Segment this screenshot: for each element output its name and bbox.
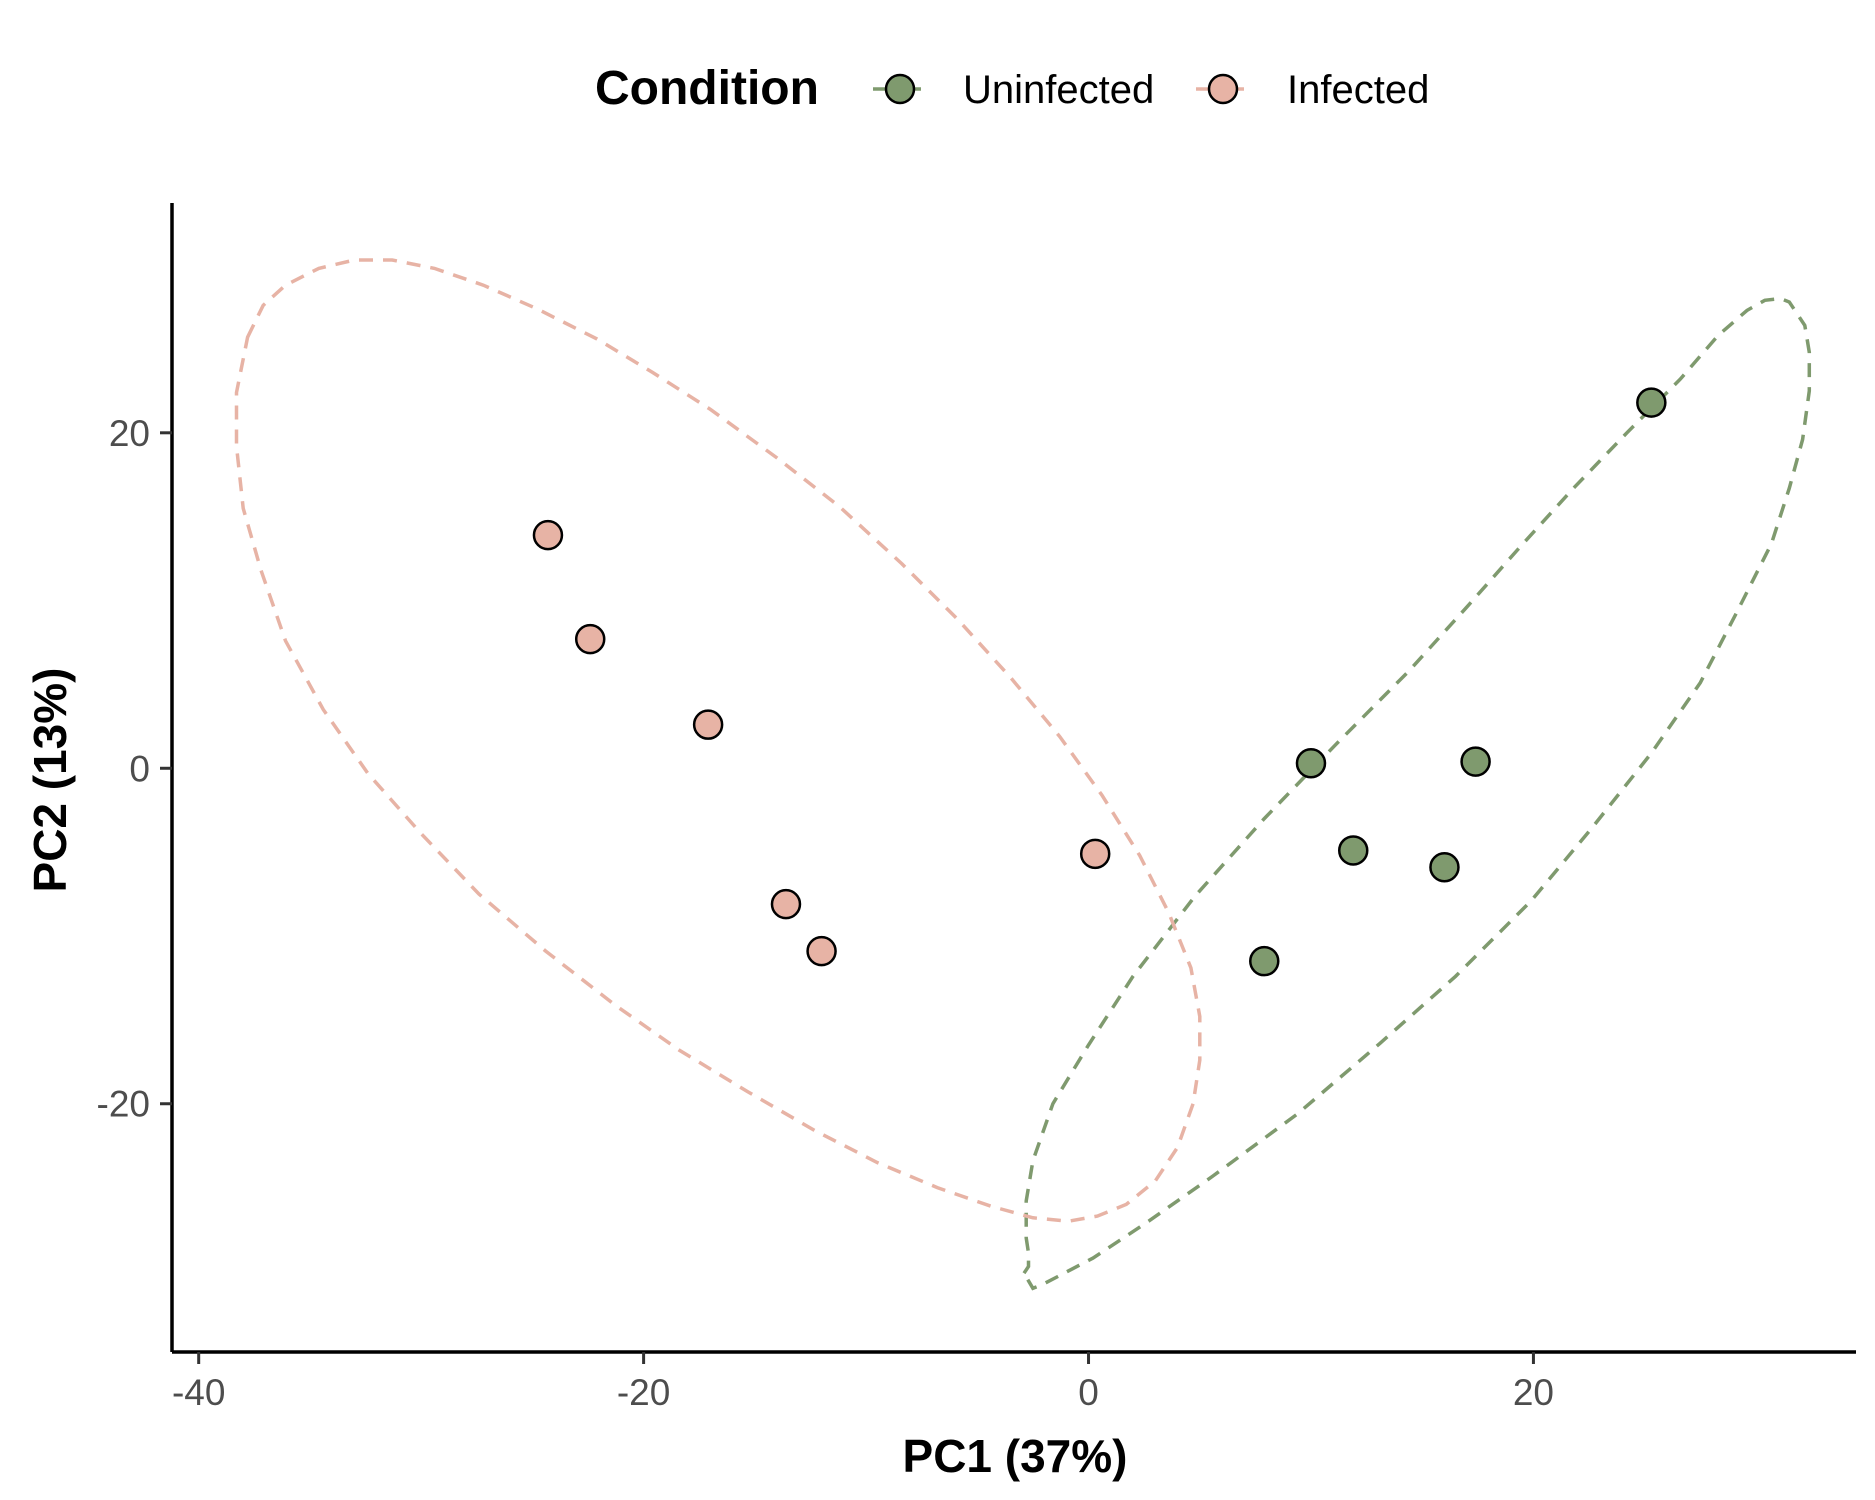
y-tick-label: 0 [129,748,150,789]
point-uninfected-3 [1460,746,1491,777]
x-tick-label: -40 [172,1372,225,1413]
x-axis-title: PC1 (37%) [903,1430,1128,1482]
axis-ticks: -40 -20 0 20 -20 0 20 [97,413,1554,1413]
x-tick-label: 0 [1078,1372,1099,1413]
legend-title: Condition [595,62,819,115]
point-uninfected-2 [1295,747,1327,779]
legend-key-point-infected [1207,73,1239,105]
y-tick-label: -20 [97,1084,150,1125]
point-infected-3 [692,709,724,740]
point-infected-5 [806,935,837,967]
point-uninfected-5 [1429,851,1460,883]
point-infected-6 [1079,838,1111,870]
legend-label-uninfected: Uninfected [963,68,1154,112]
x-tick-label: -20 [617,1372,670,1413]
axes [170,203,1856,1354]
point-infected-2 [574,623,606,655]
x-tick-label: 20 [1513,1372,1554,1413]
ellipse-infected [234,258,1202,1223]
legend: Condition Uninfected Infected [595,62,1429,115]
data-points [532,387,1667,977]
confidence-ellipses [234,258,1812,1291]
point-uninfected-1 [1636,387,1667,418]
ellipse-uninfected [1021,296,1812,1291]
y-tick-label: 20 [109,413,150,454]
point-uninfected-4 [1337,835,1369,866]
point-uninfected-6 [1249,945,1280,977]
y-axis-title: PC2 (13%) [24,668,76,893]
point-infected-1 [532,519,564,551]
legend-key-point-uninfected [884,73,916,105]
point-infected-4 [770,888,802,920]
legend-label-infected: Infected [1287,68,1429,112]
